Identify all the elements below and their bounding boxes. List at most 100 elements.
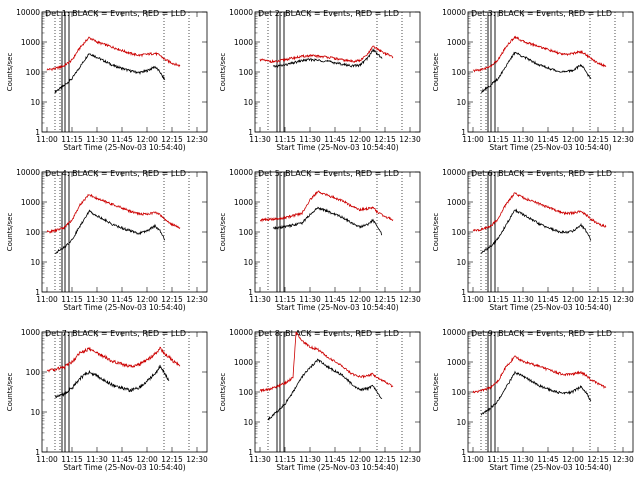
x-tick-label: 11:00 (36, 295, 58, 304)
x-tick-label: 12:30 (399, 135, 421, 144)
y-tick-label: 10 (30, 98, 40, 107)
series-events (54, 52, 166, 94)
series-lld (472, 355, 607, 394)
x-tick-label: 11:45 (324, 295, 346, 304)
y-tick-label: 10000 (229, 168, 253, 177)
x-tick-label: 12:15 (587, 455, 609, 464)
x-tick-label: 11:30 (86, 455, 108, 464)
plot-title: Det 6: BLACK = Events, RED = LLD (471, 169, 612, 178)
x-tick-label: 12:00 (349, 455, 371, 464)
plot-title: Det 8: BLACK = Events, RED = LLD (258, 329, 399, 338)
y-tick-label: 10000 (442, 8, 466, 17)
x-tick-label: 11:45 (324, 135, 346, 144)
y-tick-label: 100 (452, 388, 467, 397)
series-events (267, 358, 383, 421)
x-tick-label: 11:15 (274, 455, 296, 464)
x-tick-label: 12:30 (186, 135, 208, 144)
y-tick-label: 10 (456, 418, 466, 427)
y-tick-label: 1000 (447, 198, 466, 207)
x-tick-label: 11:30 (299, 455, 321, 464)
y-tick-label: 1000 (447, 38, 466, 47)
detector-plot-3: Det 3: BLACK = Events, RED = LLD 1 10 100 10… (432, 8, 634, 152)
x-tick-label: 11:00 (462, 135, 484, 144)
y-tick-label: 100 (452, 228, 467, 237)
y-tick-label: 100 (452, 68, 467, 77)
x-tick-label: 12:00 (349, 135, 371, 144)
x-tick-label: 12:15 (374, 295, 396, 304)
y-tick-label: 10 (243, 258, 253, 267)
x-tick-label: 12:00 (349, 295, 371, 304)
detector-plot-2: Det 2: BLACK = Events, RED = LLD 1 10 100 10… (219, 8, 421, 152)
x-tick-label: 12:15 (374, 135, 396, 144)
x-tick-label: 11:45 (111, 295, 133, 304)
x-tick-label: 12:15 (587, 295, 609, 304)
x-tick-label: 12:15 (161, 295, 183, 304)
x-tick-label: 11:15 (487, 295, 509, 304)
x-tick-label: 11:30 (512, 455, 534, 464)
y-tick-label: 10000 (16, 168, 40, 177)
plot-frame (467, 11, 634, 133)
detector-plot-6: Det 6: BLACK = Events, RED = LLD 1 10 100 10… (432, 168, 634, 312)
series-events (480, 51, 592, 93)
x-tick-label: 12:30 (612, 455, 634, 464)
x-tick-label: 11:15 (487, 135, 509, 144)
x-tick-label: 11:45 (111, 455, 133, 464)
x-tick-label: 11:00 (36, 135, 58, 144)
x-tick-label: 12:00 (562, 135, 584, 144)
plot-frame (467, 171, 634, 293)
x-tick-label: 12:15 (374, 455, 396, 464)
x-axis-label: Start Time (25-Nov-03 10:54:40) (489, 143, 611, 152)
y-tick-label: 10000 (16, 8, 40, 17)
y-tick-label: 1000 (447, 358, 466, 367)
x-tick-label: 12:00 (136, 455, 158, 464)
series-events (480, 208, 592, 254)
detector-plot-8: Det 8: BLACK = Events, RED = LLD 1 10 100 10… (219, 328, 421, 472)
plot-title: Det 3: BLACK = Events, RED = LLD (471, 9, 612, 18)
series-lld (46, 346, 181, 373)
x-tick-label: 11:15 (274, 135, 296, 144)
y-tick-label: 100 (26, 68, 41, 77)
series-events (272, 206, 383, 236)
y-tick-label: 10 (456, 258, 466, 267)
y-axis-label: Counts/sec (432, 53, 440, 92)
y-axis-label: Counts/sec (432, 213, 440, 252)
y-tick-label: 10 (243, 418, 253, 427)
y-tick-label: 1 (248, 128, 253, 137)
x-tick-label: 12:30 (186, 295, 208, 304)
detector-plot-1: Det 1: BLACK = Events, RED = LLD 1 10 100 10… (6, 8, 208, 152)
y-tick-label: 1000 (21, 38, 40, 47)
y-axis-label: Counts/sec (6, 373, 14, 412)
x-tick-label: 12:00 (562, 455, 584, 464)
x-tick-label: 12:30 (612, 295, 634, 304)
y-tick-label: 1 (35, 128, 40, 137)
x-tick-label: 11:15 (487, 455, 509, 464)
x-tick-label: 12:30 (399, 295, 421, 304)
x-tick-label: 11:30 (299, 135, 321, 144)
x-axis-label: Start Time (25-Nov-03 10:54:40) (276, 463, 398, 472)
series-lld (259, 331, 394, 393)
series-lld (472, 35, 607, 73)
y-tick-label: 10000 (442, 168, 466, 177)
x-tick-label: 11:00 (462, 295, 484, 304)
plot-frame (467, 331, 634, 453)
detector-plot-4: Det 4: BLACK = Events, RED = LLD 1 10 100 10… (6, 168, 208, 312)
plot-frame (41, 11, 208, 133)
x-axis-label: Start Time (25-Nov-03 10:54:40) (276, 143, 398, 152)
series-lld (259, 45, 394, 64)
y-tick-label: 1 (248, 448, 253, 457)
plot-frame (41, 331, 208, 453)
x-tick-label: 11:30 (86, 135, 108, 144)
plot-title: Det 7: BLACK = Events, RED = LLD (45, 329, 186, 338)
x-tick-label: 11:30 (512, 135, 534, 144)
plot-title: Det 1: BLACK = Events, RED = LLD (45, 9, 186, 18)
x-tick-label: 11:45 (537, 135, 559, 144)
y-tick-label: 100 (239, 228, 254, 237)
x-tick-label: 12:15 (161, 455, 183, 464)
plot-frame (41, 171, 208, 293)
plot-title: Det 4: BLACK = Events, RED = LLD (45, 169, 186, 178)
y-tick-label: 100 (26, 368, 41, 377)
y-tick-label: 10 (456, 98, 466, 107)
y-tick-label: 100 (239, 68, 254, 77)
y-tick-label: 1000 (21, 328, 40, 337)
